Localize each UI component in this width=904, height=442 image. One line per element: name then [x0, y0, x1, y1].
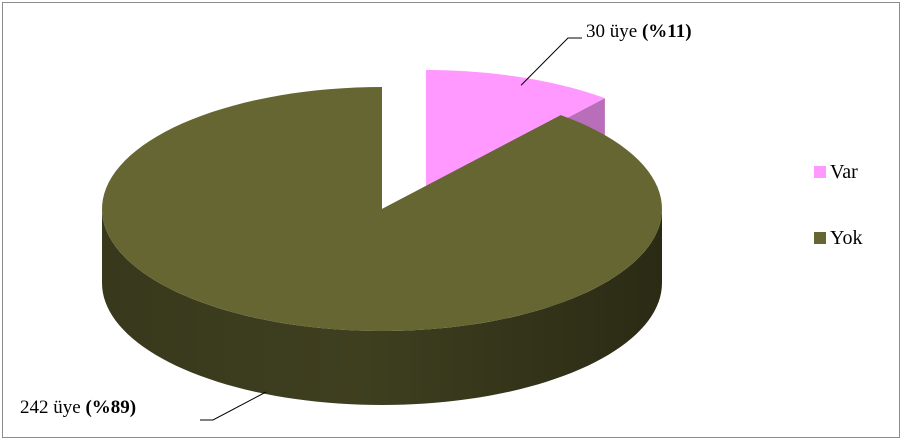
legend-swatch-yok — [814, 232, 826, 244]
data-label-var: 30 üye (%11) — [586, 22, 692, 41]
data-label-yok-percent: (%89) — [85, 397, 137, 418]
pie-slice-var — [426, 70, 605, 192]
leader-lines — [200, 37, 582, 421]
legend-label-yok: Yok — [830, 226, 863, 249]
leader-line-yok — [200, 391, 267, 421]
data-label-var-count: 30 üye — [586, 21, 638, 42]
pie-rim-yok — [102, 209, 662, 405]
data-label-var-percent: (%11) — [641, 21, 692, 42]
legend-label-var: Var — [830, 160, 858, 183]
legend: Var Yok — [814, 160, 862, 292]
legend-swatch-var — [814, 166, 826, 178]
data-label-yok: 242 üye (%89) — [20, 398, 136, 417]
leader-line-var — [520, 37, 582, 86]
pie-slice-yok — [102, 87, 662, 331]
pie-layer — [102, 70, 662, 405]
data-label-yok-count: 242 üye — [20, 397, 81, 418]
legend-item-yok: Yok — [814, 226, 862, 250]
legend-item-var: Var — [814, 160, 862, 184]
